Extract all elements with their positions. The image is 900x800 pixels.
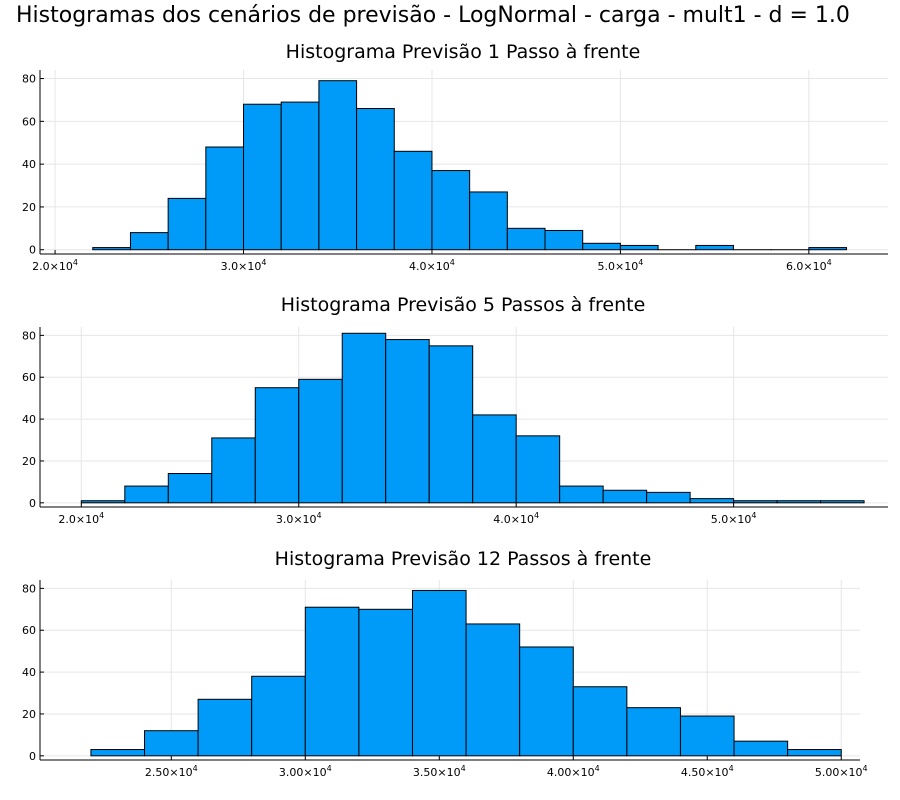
subplot-3-ytick-label-3: 60: [22, 624, 36, 637]
subplot-1-ticks: 0 20 40 60 80 2.0×104 3.0×104 4.0×104 5.0×104 6.0…: [22, 73, 832, 273]
subplot-3-ticks: 0 20 40 60 80 2.50×104 3.00×104 3.50×104 4.00×10…: [22, 582, 868, 779]
subplot-3-bar-4: [304, 606, 360, 757]
subplot-1-bar-0: [92, 247, 131, 251]
subplot-2-bar-17: [820, 500, 865, 504]
subplot-2-bar-11: [559, 485, 604, 504]
subplot-1-bar-12: [544, 229, 584, 251]
subplot-2: Histograma Previsão 5 Passos à frente 0 2…: [22, 294, 888, 526]
subplot-1-ytick-label-1: 20: [22, 201, 36, 214]
subplot-1-xtick-label-4: 6.0×104: [786, 258, 832, 273]
subplot-3-xtick-label-3: 4.00×104: [547, 764, 600, 779]
subplot-3-ytick-label-0: 0: [29, 750, 36, 763]
subplot-1-bar-2: [167, 197, 207, 251]
subplot-1-bars: [92, 80, 848, 251]
subplot-1-bar-8: [393, 150, 433, 251]
subplot-3-bar-12: [733, 740, 789, 757]
subplot-1-axes: [39, 70, 888, 255]
subplot-1-bar-13: [582, 242, 621, 251]
subplot-1-bar-19: [808, 247, 848, 251]
subplot-2-title: Histograma Previsão 5 Passos à frente: [281, 294, 646, 316]
subplot-2-axes: [39, 327, 888, 508]
subplot-2-bars: [80, 332, 865, 504]
subplot-2-bar-8: [428, 345, 474, 504]
subplot-3-bar-13: [787, 749, 842, 757]
subplot-2-ytick-label-3: 60: [22, 371, 36, 384]
subplot-1-bar-5: [280, 101, 320, 251]
subplot-2-bar-10: [515, 435, 561, 504]
subplot-1-bar-6: [318, 80, 358, 251]
subplot-1-bar-7: [356, 108, 395, 251]
subplot-2-bar-7: [385, 339, 430, 504]
subplot-2-bar-4: [254, 387, 300, 504]
subplot-3-bar-10: [626, 707, 681, 757]
subplot-2-bar-14: [689, 498, 735, 504]
subplot-3-xtick-label-1: 3.00×104: [279, 764, 332, 779]
subplot-3-bar-1: [144, 730, 199, 757]
subplot-1-bar-11: [506, 227, 546, 251]
subplot-2-ytick-label-0: 0: [29, 497, 36, 510]
subplot-1-ytick-label-0: 0: [29, 244, 36, 257]
subplot-3-xtick-label-2: 3.50×104: [413, 764, 466, 779]
subplot-3-bar-11: [679, 715, 735, 757]
figure-title: Histogramas dos cenários de previsão - L…: [16, 3, 850, 28]
subplot-2-bar-9: [472, 414, 517, 504]
subplot-1-bar-16: [695, 244, 734, 251]
subplot-3-bar-8: [519, 646, 574, 757]
subplot-3-xtick-label-5: 5.00×104: [815, 764, 868, 779]
subplot-3-ytick-label-4: 80: [22, 582, 36, 595]
subplot-2-bar-6: [341, 332, 387, 504]
subplot-3-axes: [39, 580, 860, 761]
subplot-1-bar-1: [129, 232, 169, 251]
subplot-3-title: Histograma Previsão 12 Passos à frente: [275, 548, 652, 570]
subplot-1-bar-3: [205, 146, 245, 251]
subplot-2-ytick-label-4: 80: [22, 329, 36, 342]
subplot-2-bar-15: [733, 500, 778, 504]
subplot-2-bar-0: [80, 500, 126, 504]
subplot-1: Histograma Previsão 1 Passo à frente 0 20…: [22, 41, 888, 273]
subplot-3-xtick-label-0: 2.50×104: [145, 764, 198, 779]
subplot-3-bar-2: [197, 698, 253, 757]
subplot-3-bars: [90, 589, 842, 757]
subplot-3-ytick-label-1: 20: [22, 708, 36, 721]
subplot-2-bar-3: [211, 437, 256, 504]
subplot-1-xtick-label-3: 5.0×104: [598, 258, 644, 273]
subplot-1-bar-4: [243, 103, 282, 251]
subplot-2-xtick-label-2: 4.0×104: [493, 511, 539, 526]
subplot-3: Histograma Previsão 12 Passos à frente 0…: [22, 548, 868, 779]
subplot-3-bar-0: [90, 749, 146, 757]
subplot-1-xtick-label-0: 2.0×104: [32, 258, 78, 273]
subplot-1-bar-10: [469, 191, 508, 251]
subplot-1-xtick-label-2: 4.0×104: [409, 258, 455, 273]
subplot-1-xtick-label-1: 3.0×104: [221, 258, 267, 273]
subplot-3-bar-7: [465, 623, 521, 757]
subplot-3-bar-9: [572, 686, 628, 757]
subplot-2-xtick-label-1: 3.0×104: [276, 511, 322, 526]
subplot-3-xtick-label-4: 4.50×104: [681, 764, 734, 779]
subplot-3-bar-3: [251, 675, 306, 757]
subplot-1-bar-9: [431, 170, 471, 251]
subplot-3-bar-5: [358, 608, 413, 757]
subplot-2-xtick-label-0: 2.0×104: [58, 511, 104, 526]
subplot-1-title: Histograma Previsão 1 Passo à frente: [286, 41, 641, 63]
subplot-3-ytick-label-2: 40: [22, 666, 36, 679]
subplot-2-bar-1: [124, 485, 169, 504]
subplot-2-xtick-label-3: 5.0×104: [711, 511, 757, 526]
subplot-1-bar-14: [619, 244, 659, 251]
subplot-2-bar-12: [602, 489, 648, 504]
subplot-2-ytick-label-2: 40: [22, 413, 36, 426]
subplot-2-ytick-label-1: 20: [22, 455, 36, 468]
subplot-2-ticks: 0 20 40 60 80 2.0×104 3.0×104 4.0×104 5.0×104: [22, 329, 757, 526]
subplot-2-bar-16: [776, 500, 822, 504]
subplot-3-bar-6: [411, 589, 467, 757]
subplot-1-ytick-label-4: 80: [22, 73, 36, 86]
subplot-1-ytick-label-2: 40: [22, 158, 36, 171]
subplot-2-bar-13: [646, 491, 691, 504]
subplot-2-bar-5: [298, 378, 343, 504]
subplot-2-bar-2: [167, 473, 213, 504]
subplot-1-ytick-label-3: 60: [22, 115, 36, 128]
